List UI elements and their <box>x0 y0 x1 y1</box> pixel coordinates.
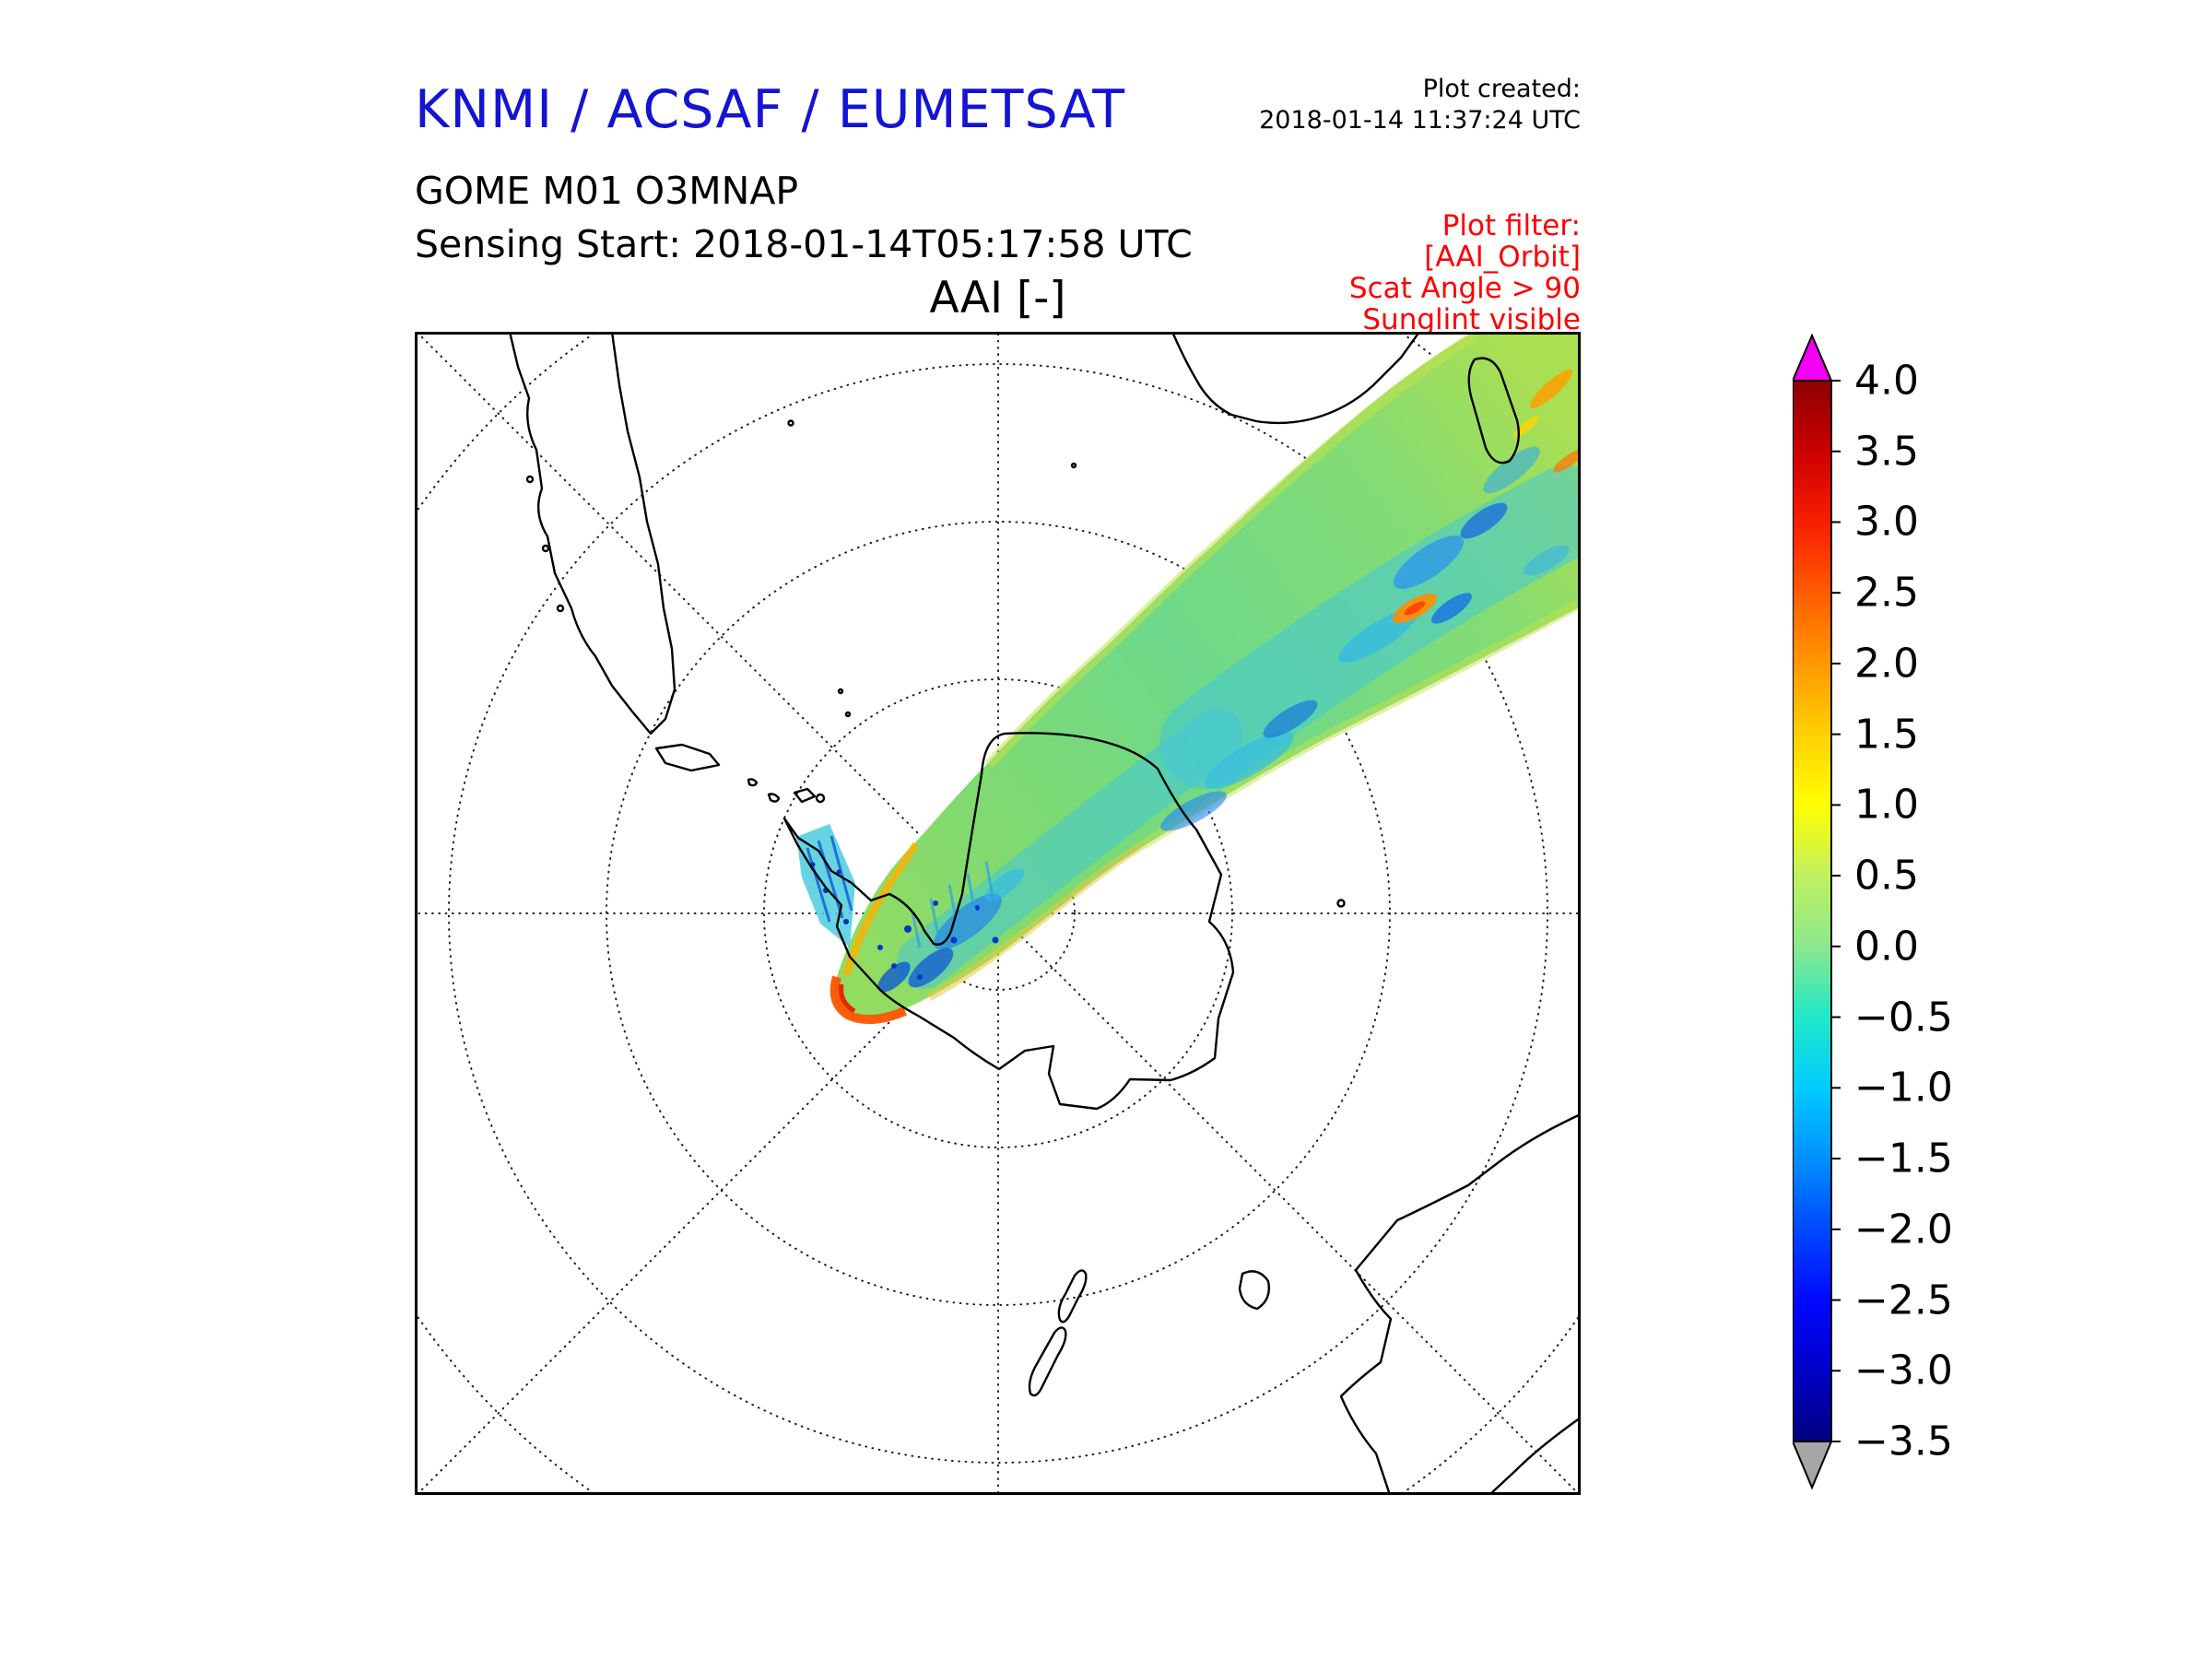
colorbar-tick-label: 4.0 <box>1854 357 1919 405</box>
colorbar-tick-label: −1.0 <box>1854 1064 1953 1112</box>
coast-new-zealand-south <box>1028 1326 1067 1397</box>
colorbar-tick-marks <box>1831 380 1841 1442</box>
plot-filter-block: Plot filter: [AAI_Orbit] Scat Angle > 90… <box>1349 210 1581 335</box>
swath-edge-orange <box>842 841 920 977</box>
colorbar-tick-label: −2.0 <box>1854 1206 1953 1253</box>
colorbar <box>1793 333 1841 1490</box>
coast-australia <box>1339 1112 1581 1495</box>
plot-filter-label: Plot filter: <box>1441 209 1581 242</box>
colorbar-tick-label: 2.5 <box>1854 569 1919 617</box>
colorbar-tick-label: 1.0 <box>1854 781 1919 829</box>
plot-filter-line: [AAI_Orbit] <box>1424 241 1581 274</box>
colorbar-tick-label: −3.5 <box>1854 1418 1953 1465</box>
colorbar-tick-label: −3.0 <box>1854 1347 1953 1394</box>
swath-speckles <box>877 900 999 980</box>
colorbar-under-arrow <box>1793 1441 1833 1490</box>
coast-south-america <box>508 332 677 735</box>
coast-new-zealand-north <box>1057 1269 1088 1324</box>
plot-filter-line: Scat Angle > 90 <box>1348 272 1581 305</box>
coast-kerguelen <box>1336 899 1346 908</box>
colorbar-tick-label: 3.0 <box>1854 498 1919 546</box>
coast-antarctica <box>782 732 1235 1111</box>
colorbar-tick-label: −2.5 <box>1854 1277 1953 1324</box>
colorbar-tick-label: 0.5 <box>1854 852 1919 900</box>
coast-falklands <box>793 787 817 804</box>
coastlines <box>508 332 1581 1495</box>
coast-madagascar <box>1467 357 1520 465</box>
map-title: AAI [-] <box>929 273 1066 324</box>
colorbar-tick-label: −0.5 <box>1854 994 1953 1041</box>
product-title: GOME M01 O3MNAP <box>415 169 799 213</box>
sensing-start: Sensing Start: 2018-01-14T05:17:58 UTC <box>415 222 1193 266</box>
plot-created-block: Plot created: 2018-01-14 11:37:24 UTC <box>1259 74 1581 136</box>
swath-terminus-arc <box>830 975 907 1025</box>
graticule <box>415 332 1581 1495</box>
map-frame <box>415 332 1581 1495</box>
plot-created-value: 2018-01-14 11:37:24 UTC <box>1259 106 1581 135</box>
colorbar-gradient-bar <box>1793 380 1832 1442</box>
coast-tierra-del-fuego <box>654 743 721 772</box>
plot-created-label: Plot created: <box>1422 75 1581 103</box>
org-title: KNMI / ACSAF / EUMETSAT <box>415 79 1126 140</box>
colorbar-over-arrow <box>1793 333 1833 382</box>
plot-filter-line: Sunglint visible <box>1362 303 1581 336</box>
colorbar-tick-label: 0.0 <box>1854 923 1919 971</box>
colorbar-tick-label: 3.5 <box>1854 428 1919 476</box>
colorbar-tick-label: 2.0 <box>1854 640 1919 688</box>
coast-tasmania <box>1238 1270 1270 1311</box>
map-plot <box>415 332 1581 1495</box>
coast-africa <box>1171 332 1421 425</box>
colorbar-tick-label: 1.5 <box>1854 711 1919 759</box>
colorbar-tick-label: −1.5 <box>1854 1135 1953 1182</box>
aai-swath <box>796 332 1581 1025</box>
swath-band <box>834 332 1581 1018</box>
